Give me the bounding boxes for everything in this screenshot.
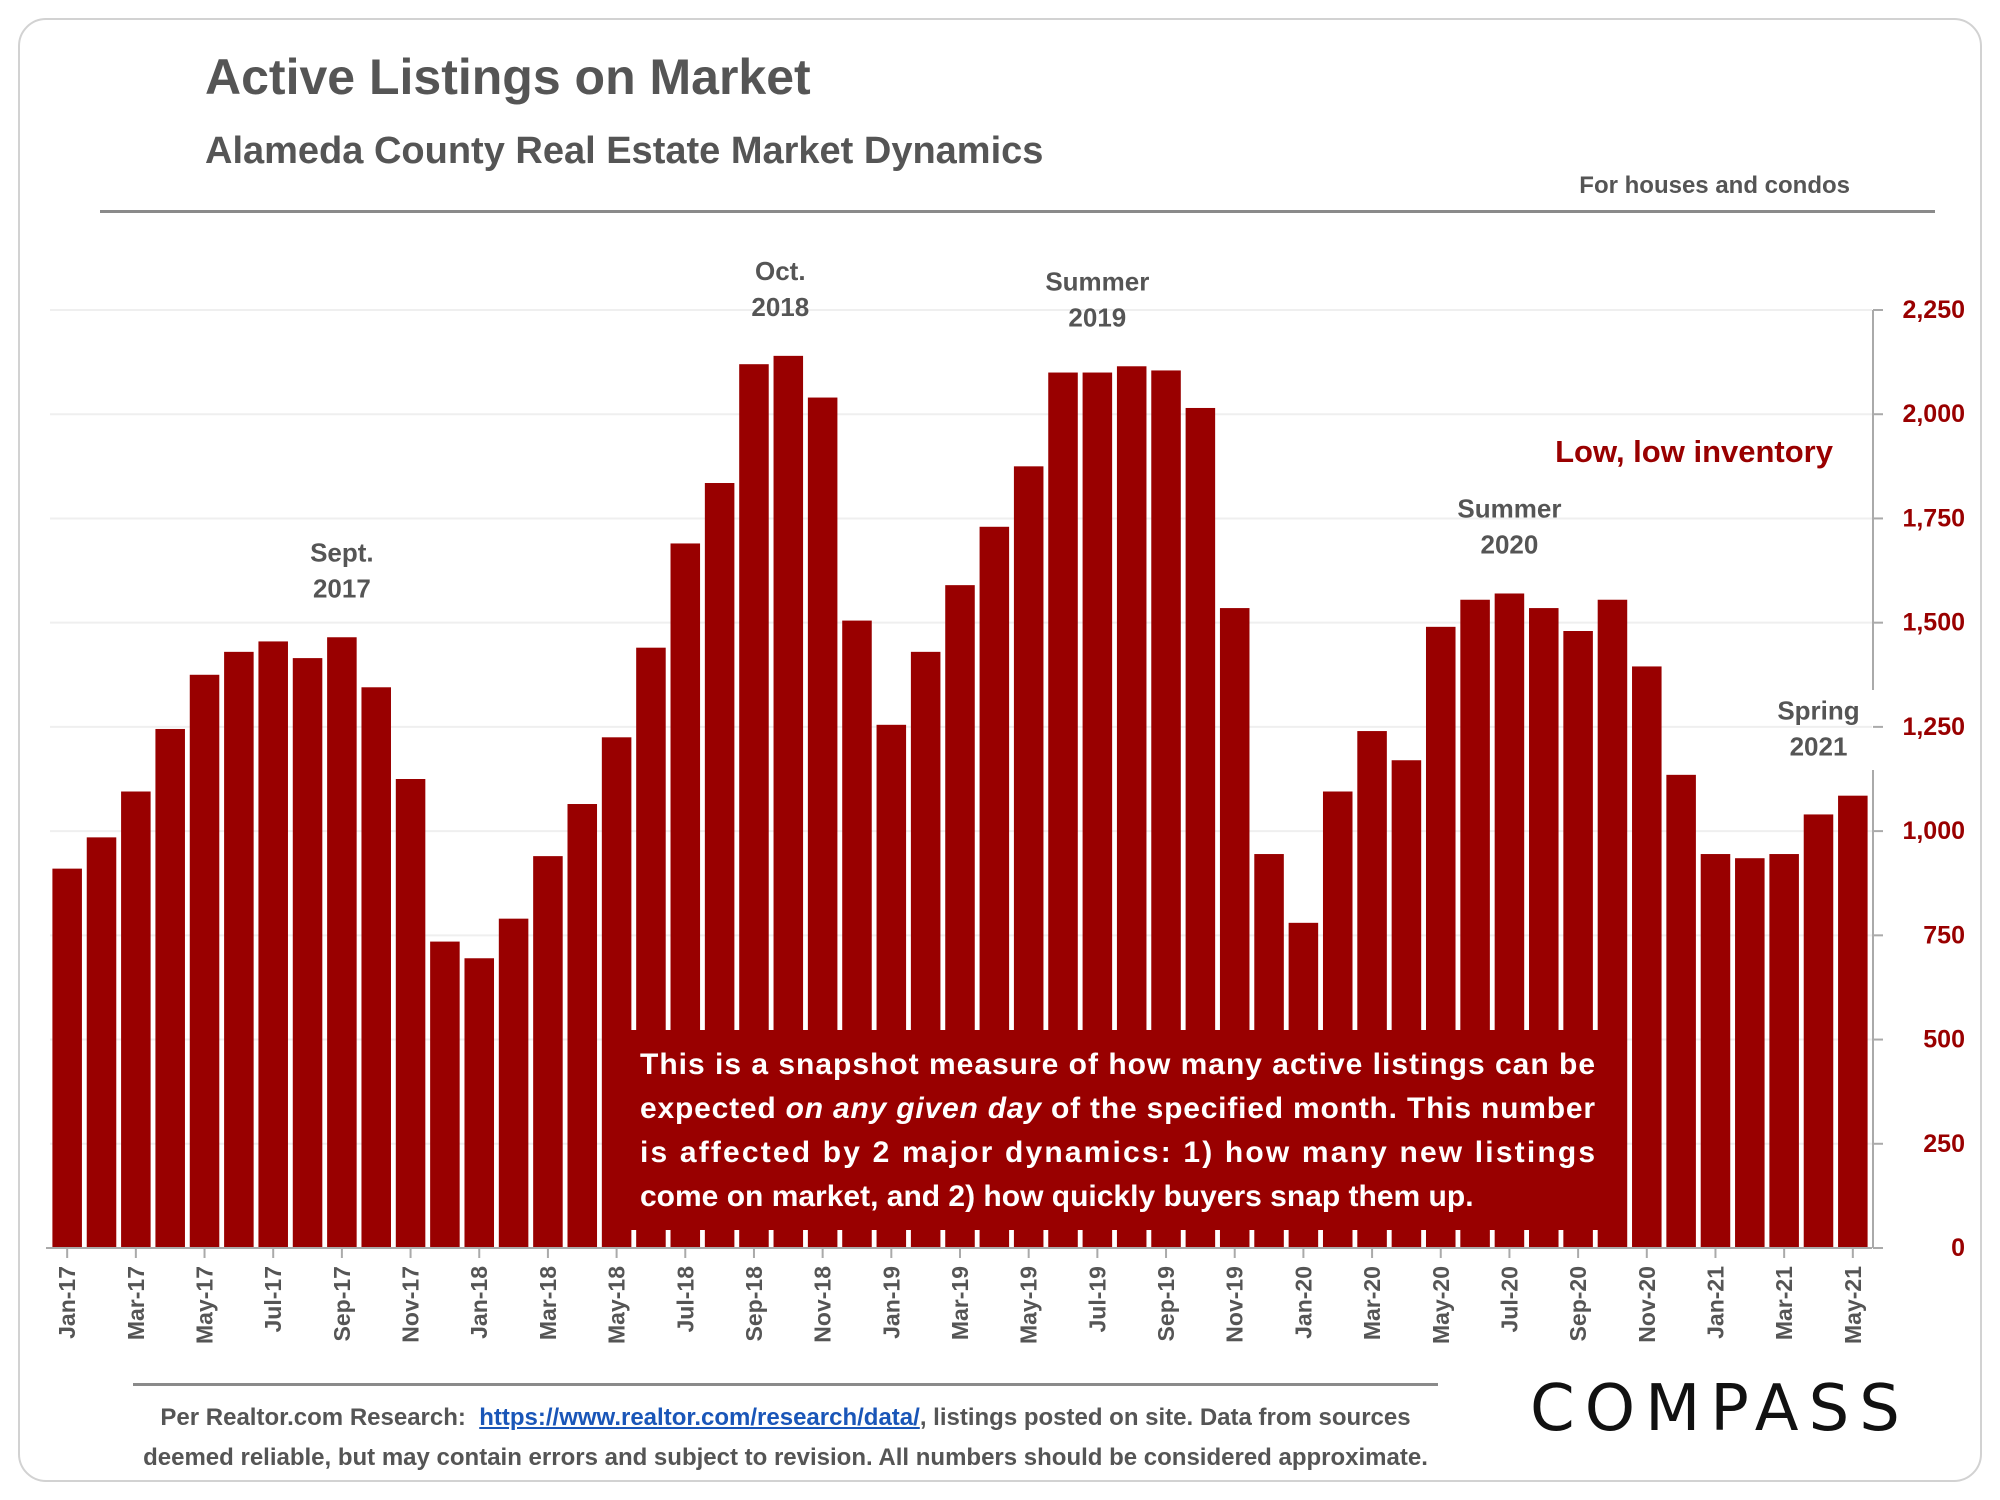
x-tick-label: Mar-17 [123,1266,149,1340]
x-tick-label: Jan-18 [466,1266,492,1339]
bar [395,779,426,1248]
explanation-line: This is a snapshot measure of how many a… [640,1048,1595,1081]
bar [567,804,598,1248]
y-tick-label: 750 [1923,921,1965,949]
x-tick-label: Jan-21 [1702,1266,1728,1339]
annotation-label: 2021 [1790,732,1848,762]
source-prefix: Per Realtor.com Research: [160,1404,466,1431]
bar [464,958,495,1248]
bar [1666,774,1696,1248]
bar [430,941,460,1248]
x-tick-label: Mar-18 [535,1266,561,1340]
bar [292,658,323,1248]
x-tick-label: Mar-19 [947,1266,973,1340]
y-tick-label: 500 [1923,1026,1965,1054]
inventory-callout: Low, low inventory [1555,434,1834,469]
x-tick-label: May-19 [1016,1266,1042,1344]
x-tick-label: Jul-19 [1084,1266,1110,1332]
x-tick-label: May-17 [192,1266,218,1344]
bar [1700,854,1731,1248]
explanation-line: is affected by 2 major dynamics: 1) how … [640,1136,1595,1169]
x-tick-label: Nov-17 [398,1266,424,1343]
x-tick-label: Nov-19 [1222,1266,1248,1343]
bar [1838,795,1868,1248]
bar [155,728,185,1248]
source-line-1: Per Realtor.com Research: https://www.re… [133,1398,1438,1438]
annotation-label: Summer [1457,493,1561,523]
y-tick-label: 250 [1923,1130,1965,1158]
bar [121,791,151,1248]
x-tick-label: Sep-19 [1153,1266,1179,1341]
bar [1769,854,1799,1248]
y-tick-label: 1,000 [1902,817,1965,845]
bar [498,918,529,1248]
x-tick-label: Jul-20 [1496,1266,1522,1332]
y-tick-label: 1,750 [1902,504,1965,532]
y-tick-label: 1,500 [1902,609,1965,637]
x-tick-label: Sep-17 [329,1266,355,1341]
x-tick-label: Nov-18 [810,1266,836,1343]
chart-subtitle: Alameda County Real Estate Market Dynami… [205,130,1044,172]
source-rest: , listings posted on site. Data from sou… [919,1404,1411,1431]
bar [361,687,391,1248]
x-tick-label: Jul-17 [260,1266,286,1332]
annotation-label: 2017 [313,573,371,603]
source-note: Per Realtor.com Research: https://www.re… [133,1398,1438,1478]
bar [533,856,563,1248]
y-tick-label: 1,250 [1902,713,1965,741]
x-tick-label: Mar-21 [1771,1266,1797,1340]
x-tick-label: Mar-20 [1359,1266,1385,1340]
annotation-label: Sept. [310,537,374,567]
scope-note: For houses and condos [1579,172,1850,199]
footer-divider [133,1383,1438,1386]
header-divider [100,210,1935,213]
x-tick-label: Jan-20 [1290,1266,1316,1339]
annotation-label: 2020 [1481,529,1539,559]
source-link[interactable]: https://www.realtor.com/research/data/ [479,1404,920,1431]
x-tick-label: Jan-19 [878,1266,904,1339]
bar [1632,666,1662,1248]
bar [86,837,117,1248]
annotation-label: Oct. [755,256,806,286]
bar [189,674,220,1248]
annotation-label: Summer [1045,266,1149,296]
bar [224,651,254,1248]
source-line-2: deemed reliable, but may contain errors … [143,1444,1428,1471]
bar [1735,858,1765,1248]
compass-logo: COMPASS [1530,1372,1910,1446]
annotation-label: Spring [1777,696,1859,726]
explanation-emphasis: on any given day [786,1092,1043,1125]
x-tick-label: Sep-20 [1565,1266,1591,1341]
bar [1803,814,1834,1248]
bar [52,868,82,1248]
explanation-line: come on market, and 2) how quickly buyer… [640,1180,1474,1213]
explanation-line: expected on any given day of the specifi… [640,1092,1595,1125]
bar [327,637,357,1248]
bar-chart: Jan-17 Mar-17 May-17 Jul-17 Sep-17 Nov-17 Jan-… [46,256,1965,1344]
x-tick-label: May-20 [1428,1266,1454,1344]
annotation-label: 2018 [751,292,809,322]
explanation-text: expected [640,1092,785,1125]
y-tick-label: 2,250 [1902,296,1965,324]
x-tick-label: Sep-18 [741,1266,767,1342]
x-tick-label: Jul-18 [672,1266,698,1333]
bar [258,641,288,1248]
chart-frame [18,18,1982,1482]
y-tick-label: 0 [1951,1234,1965,1262]
x-tick-label: Nov-20 [1634,1266,1660,1343]
explanation-text: of the specified month. This number [1042,1092,1595,1125]
y-tick-label: 2,000 [1902,400,1965,428]
x-tick-label: Jan-17 [54,1266,80,1339]
x-tick-label: May-18 [604,1266,630,1344]
chart-title: Active Listings on Market [205,49,811,105]
x-tick-label: May-21 [1840,1266,1866,1344]
annotation-label: 2019 [1068,302,1126,332]
explanation-box [603,1030,1613,1230]
